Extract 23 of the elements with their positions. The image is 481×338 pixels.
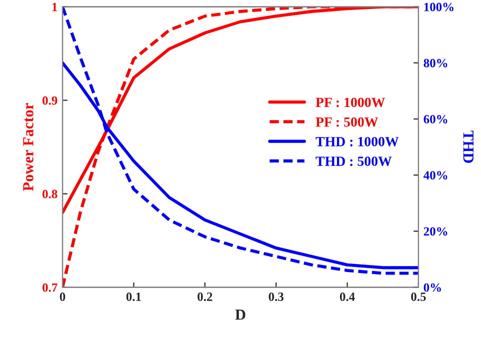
x-tick-label: 0.1	[126, 292, 141, 302]
x-tick-label: 0	[60, 292, 66, 301]
legend-label: THD : 1000W	[316, 136, 399, 146]
y-tick-label: 0.9	[42, 96, 58, 105]
legend-label: THD : 500W	[316, 156, 392, 166]
y-tick-label: 0.8	[42, 190, 58, 198]
x-tick-label: 0.5	[411, 292, 426, 302]
y2-axis-title: THD	[463, 130, 474, 163]
y-tick-label: 0.7	[42, 283, 58, 292]
y2-tick-label: 100%	[424, 2, 454, 12]
x-axis-title: D	[235, 310, 246, 320]
x-tick-label: 0.3	[268, 292, 284, 302]
x-tick-label: 0.2	[198, 292, 212, 302]
y2-tick-label: 20%	[424, 227, 448, 236]
y2-tick-label: 40%	[424, 171, 448, 180]
y2-tick-label: 0%	[424, 283, 441, 292]
y-axis-title: Power Factor	[23, 103, 34, 191]
y2-tick-label: 60%	[424, 115, 448, 124]
y2-tick-label: 80%	[424, 58, 448, 68]
legend-label: PF : 500W	[316, 117, 378, 127]
legend-label: PF : 1000W	[316, 98, 385, 108]
x-tick-label: 0.4	[340, 292, 355, 302]
y-tick-label: 1	[52, 2, 58, 12]
